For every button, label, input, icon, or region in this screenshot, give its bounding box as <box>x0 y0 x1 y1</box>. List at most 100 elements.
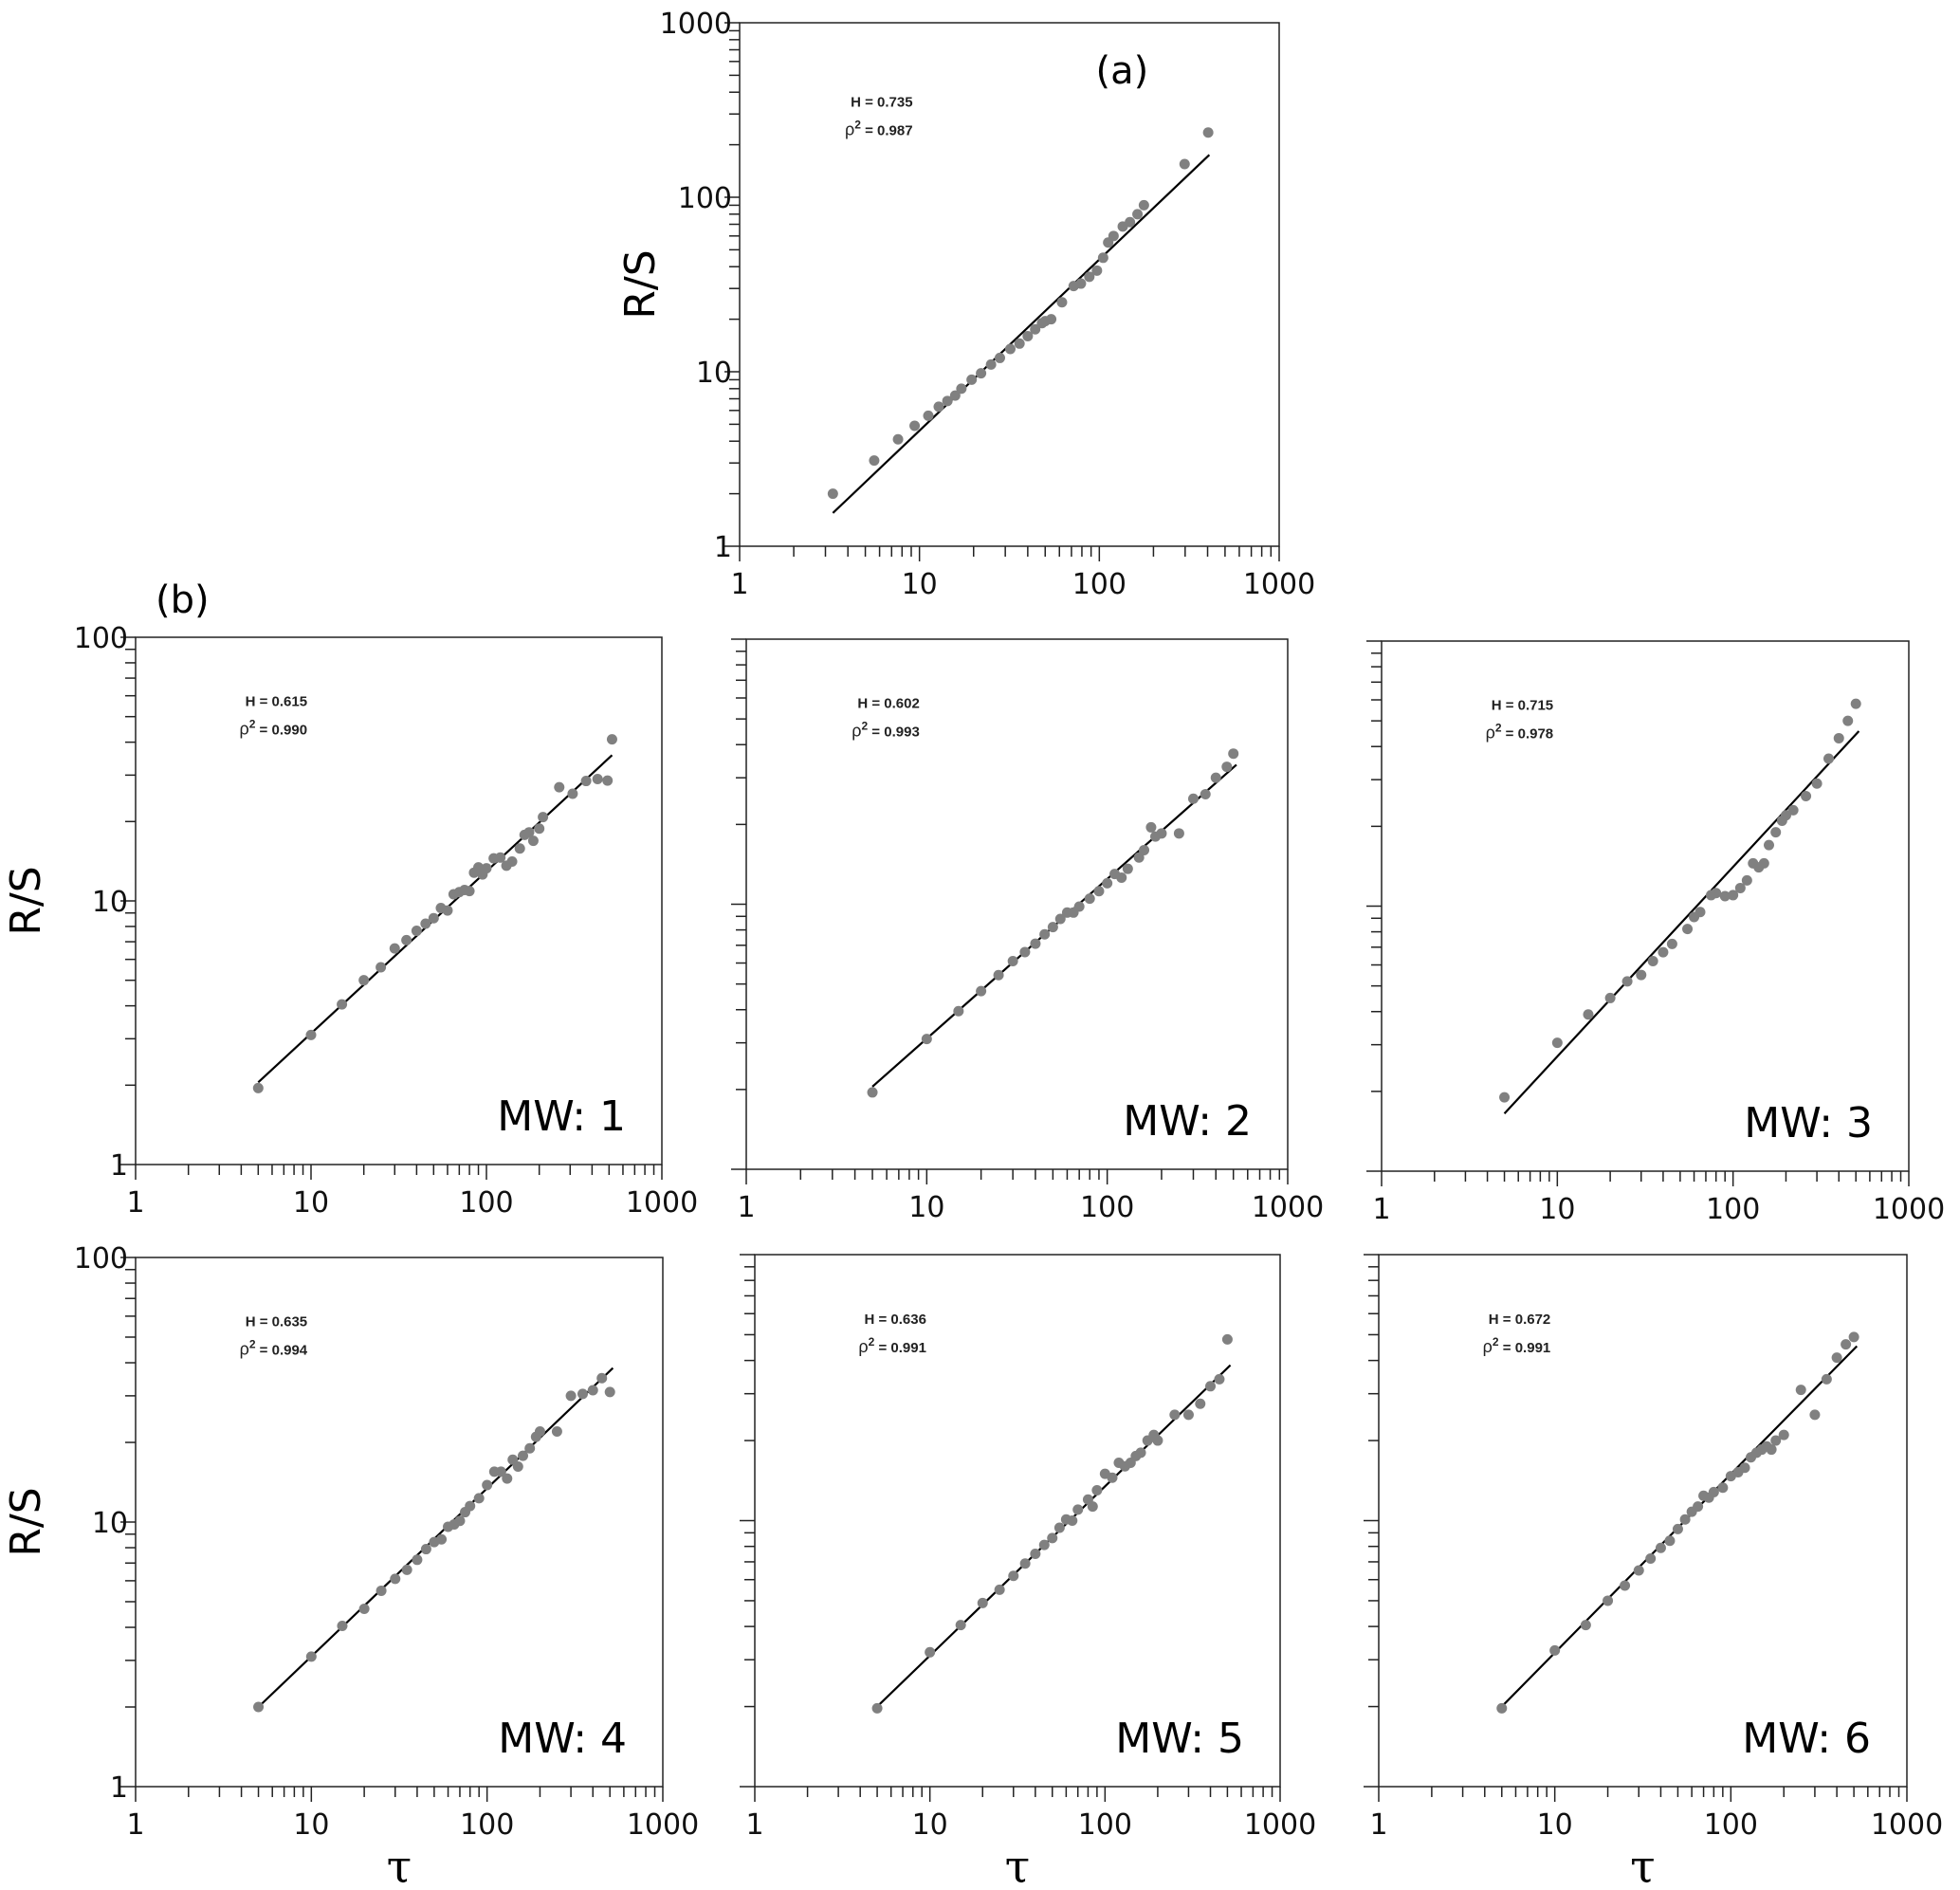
data-point <box>1633 1565 1644 1576</box>
data-point <box>966 374 978 385</box>
data-point <box>1133 852 1145 863</box>
data-point <box>1200 789 1211 800</box>
data-point <box>1734 882 1746 893</box>
data-point <box>1580 1620 1591 1631</box>
data-point <box>1672 1523 1683 1534</box>
y-tick-label: 1 <box>110 1149 128 1183</box>
data-point <box>953 1005 964 1017</box>
data-point <box>1831 1352 1842 1364</box>
data-point <box>305 1029 317 1040</box>
data-point <box>401 1564 412 1575</box>
plot-frame-mw3 <box>1381 640 1910 1172</box>
data-point <box>1787 804 1799 816</box>
data-point <box>554 781 565 793</box>
data-point <box>604 1386 615 1398</box>
data-point <box>1763 839 1774 851</box>
data-point <box>1139 844 1150 855</box>
y-axis-label: R/S <box>2 1487 50 1556</box>
data-point <box>1125 216 1136 228</box>
y-tick-label: 1 <box>110 1771 128 1805</box>
data-point <box>1047 1532 1058 1544</box>
x-axis-label: τ <box>1005 1841 1031 1890</box>
data-point <box>1228 748 1239 760</box>
data-point <box>909 420 921 431</box>
data-point <box>401 934 412 945</box>
y-tick-label: 100 <box>74 622 128 655</box>
data-point <box>1039 928 1051 940</box>
data-point <box>1030 938 1041 949</box>
x-tick-label: 1 <box>126 1186 144 1220</box>
data-point <box>1173 828 1184 839</box>
data-point <box>252 1082 264 1093</box>
data-point <box>1801 791 1812 802</box>
data-point <box>376 1585 387 1596</box>
data-point <box>1182 1409 1194 1421</box>
x-tick-label: 10 <box>293 1186 329 1220</box>
data-point <box>465 1500 476 1512</box>
data-point <box>1007 956 1018 967</box>
data-point <box>1210 772 1221 783</box>
data-point <box>527 835 539 847</box>
rho2-value: 0.994 <box>272 1343 308 1359</box>
h-annotation: H = 0.615 <box>246 693 307 709</box>
data-point <box>538 812 549 823</box>
data-point <box>1116 872 1127 883</box>
rho2-annotation: ρ2 = 0.994 <box>240 1338 308 1359</box>
data-point <box>1679 1514 1691 1525</box>
moving-window-label: MW: 2 <box>1123 1097 1252 1146</box>
moving-window-label: MW: 5 <box>1115 1715 1244 1763</box>
data-point <box>358 1603 370 1614</box>
x-tick-label: 10 <box>912 1808 948 1842</box>
data-point <box>1666 938 1677 949</box>
y-tick-label: 10 <box>92 886 128 919</box>
data-point <box>1603 1595 1614 1606</box>
data-point <box>534 1425 545 1437</box>
data-point <box>993 969 1004 981</box>
data-point <box>1046 314 1057 325</box>
data-point <box>1072 1504 1084 1515</box>
y-tick-label: 1 <box>714 531 732 564</box>
data-point <box>523 827 535 838</box>
rho2-value: 0.990 <box>272 722 308 738</box>
data-point <box>1658 946 1669 958</box>
x-axis-label: τ <box>1630 1841 1656 1890</box>
y-tick-label: 100 <box>74 1242 128 1275</box>
data-point <box>994 352 1005 363</box>
data-point <box>506 856 518 868</box>
x-tick-label: 1000 <box>1871 1808 1943 1842</box>
data-point <box>1728 890 1739 901</box>
x-tick-label: 100 <box>460 1808 514 1842</box>
data-point <box>253 1701 265 1713</box>
data-point <box>495 852 506 863</box>
moving-window-label: MW: 1 <box>497 1092 626 1141</box>
data-point <box>1038 1539 1050 1551</box>
data-point <box>1084 893 1095 905</box>
data-point <box>1770 1435 1782 1446</box>
data-point <box>305 1651 317 1662</box>
x-tick-label: 10 <box>1539 1193 1575 1226</box>
data-point <box>1019 1558 1031 1569</box>
data-point <box>1145 821 1157 833</box>
x-tick-label: 10 <box>293 1808 329 1842</box>
data-point <box>1604 992 1616 1003</box>
data-point <box>1647 956 1658 967</box>
data-point <box>869 455 880 467</box>
rho2-value: 0.987 <box>877 122 913 138</box>
data-point <box>1091 1485 1103 1496</box>
data-point <box>1138 199 1149 211</box>
rho2-annotation: ρ2 = 0.990 <box>239 717 307 738</box>
data-point <box>1719 890 1731 902</box>
x-tick-label: 1 <box>1372 1193 1390 1226</box>
data-point <box>1717 1482 1729 1494</box>
data-point <box>1205 1381 1217 1392</box>
data-point <box>1682 924 1694 935</box>
data-point <box>1047 922 1058 933</box>
data-point <box>1187 793 1199 804</box>
rho2-value: 0.978 <box>1518 726 1554 743</box>
panel-label: (a) <box>1096 49 1149 93</box>
data-point <box>956 383 967 395</box>
data-point <box>1221 762 1233 773</box>
h-annotation: H = 0.735 <box>851 94 912 110</box>
data-point <box>1496 1702 1508 1714</box>
data-point <box>412 1554 423 1566</box>
